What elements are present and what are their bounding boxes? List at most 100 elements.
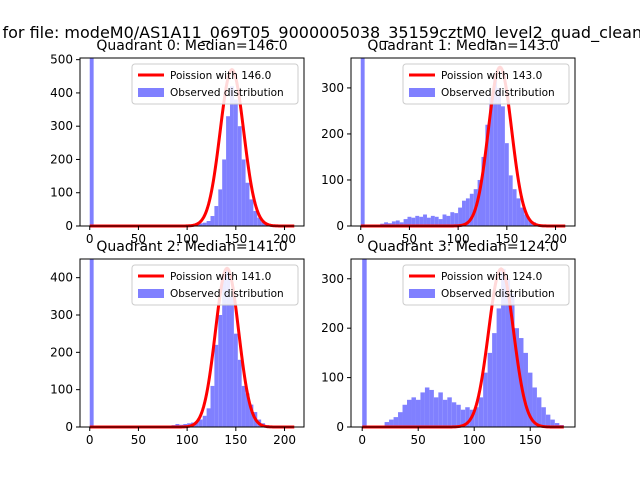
histogram-bar [210,385,215,427]
histogram-bar [389,419,394,427]
histogram-bar [504,143,509,226]
histogram-bar [474,407,479,427]
y-tick-label: 500 [50,53,73,67]
y-tick-label: 100 [50,383,73,397]
x-tick-label: 200 [273,232,296,246]
histogram-bar [407,399,412,427]
y-tick-label: 100 [50,186,73,200]
y-tick-label: 0 [336,420,344,434]
x-tick-label: 50 [131,433,146,447]
histogram-bar [399,222,404,226]
histogram-bar [214,344,219,427]
histogram-bar [237,126,242,226]
histogram-bar [527,372,533,427]
histogram-bar [415,399,421,427]
x-tick-label: 0 [358,433,366,447]
x-tick-label: 0 [86,232,94,246]
legend-hist-swatch [138,289,164,298]
y-tick-label: 200 [50,345,73,359]
panel-title: Quadrant 2: Median=141.0 [96,239,287,255]
panel-quadrant-2: Quadrant 2: Median=141.0 0 50 100 150 200 0 100… [50,239,305,447]
x-tick-label: 0 [357,232,365,246]
x-tick-label: 200 [544,232,567,246]
y-tick-label: 0 [65,420,73,434]
x-tick-label: 150 [495,232,518,246]
legend-label-fit: Poission with 141.0 [170,271,271,283]
panel-title: Quadrant 3: Median=124.0 [367,239,558,255]
histogram-bar [424,387,430,427]
x-tick-label: 100 [463,433,486,447]
x-tick-label: 150 [224,232,247,246]
histogram-bar [447,397,452,427]
histogram-bar [438,219,443,226]
histogram-bar [206,408,211,427]
y-tick-label: 300 [50,308,73,322]
histogram-bar [528,220,533,226]
histogram-bar [229,86,234,227]
histogram-bar [202,415,207,427]
x-tick-label: 50 [131,232,146,246]
legend-box [131,264,299,306]
histogram-bar [233,99,238,226]
histogram-bar [536,397,542,427]
histogram-bar [545,414,551,427]
axes-frame [79,258,305,428]
histogram-bar [222,277,227,427]
panel-quadrant-3: Quadrant 3: Median=124.0 0 50 100 150 0 100 200… [321,239,576,447]
histogram-bar [451,402,457,427]
y-tick-label: 400 [50,86,73,100]
histogram-bar [395,220,400,226]
histogram-bar [249,199,254,226]
y-tick-label: 200 [321,321,344,335]
figure-suptitle: Plot for file: modeM0/AS1A11_069T05_9000… [0,23,640,43]
histogram-bar [485,124,490,226]
x-tick-label: 100 [176,232,199,246]
histogram-bar [241,385,246,427]
histogram-bar [478,397,484,427]
axes-frame [350,258,576,428]
x-tick-label: 100 [176,433,199,447]
histogram-bar [489,97,494,226]
legend-label-observed: Observed distribution [441,87,555,99]
histogram-bar [403,219,408,226]
y-tick-label: 300 [321,81,344,95]
histogram-bar [516,198,521,226]
panel-quadrant-1: Quadrant 1: Median=143.0 0 50 100 150 200 0 100… [321,38,576,246]
histogram-bar [450,212,455,226]
histogram-bar [541,407,546,427]
y-tick-label: 100 [321,173,344,187]
panel-title: Quadrant 0: Median=146.0 [96,38,287,54]
histogram-bar [446,215,451,226]
histogram-bar [442,399,448,427]
histogram-bar [456,404,461,427]
histogram-bar [384,422,390,427]
histogram-bar [384,222,389,226]
histogram-bar [206,221,211,226]
histogram-bar [261,222,266,226]
y-tick-label: 200 [321,127,344,141]
y-tick-label: 0 [65,219,73,233]
histogram-bar [512,189,517,226]
histogram-bar [458,207,463,226]
histogram-bar [501,268,506,427]
histogram-bar [496,308,502,427]
legend-label-observed: Observed distribution [441,288,555,300]
legend-hist-swatch [409,88,435,97]
x-tick-label: 150 [224,433,247,447]
legend-hist-swatch [409,289,435,298]
histogram-bar [391,221,396,226]
histogram-bar [554,423,560,427]
legend-label-observed: Observed distribution [170,288,284,300]
y-tick-label: 100 [321,371,344,385]
histogram-bar [89,259,94,427]
legend-label-fit: Poission with 124.0 [441,271,542,283]
y-tick-label: 400 [50,271,73,285]
histogram-bar [524,214,529,226]
histogram-bar [520,207,525,226]
histogram-bar [245,182,250,226]
legend-label-fit: Poission with 143.0 [441,70,542,82]
histogram-bar [442,214,447,226]
histogram-bar [257,217,262,226]
histogram-bar [481,156,486,226]
